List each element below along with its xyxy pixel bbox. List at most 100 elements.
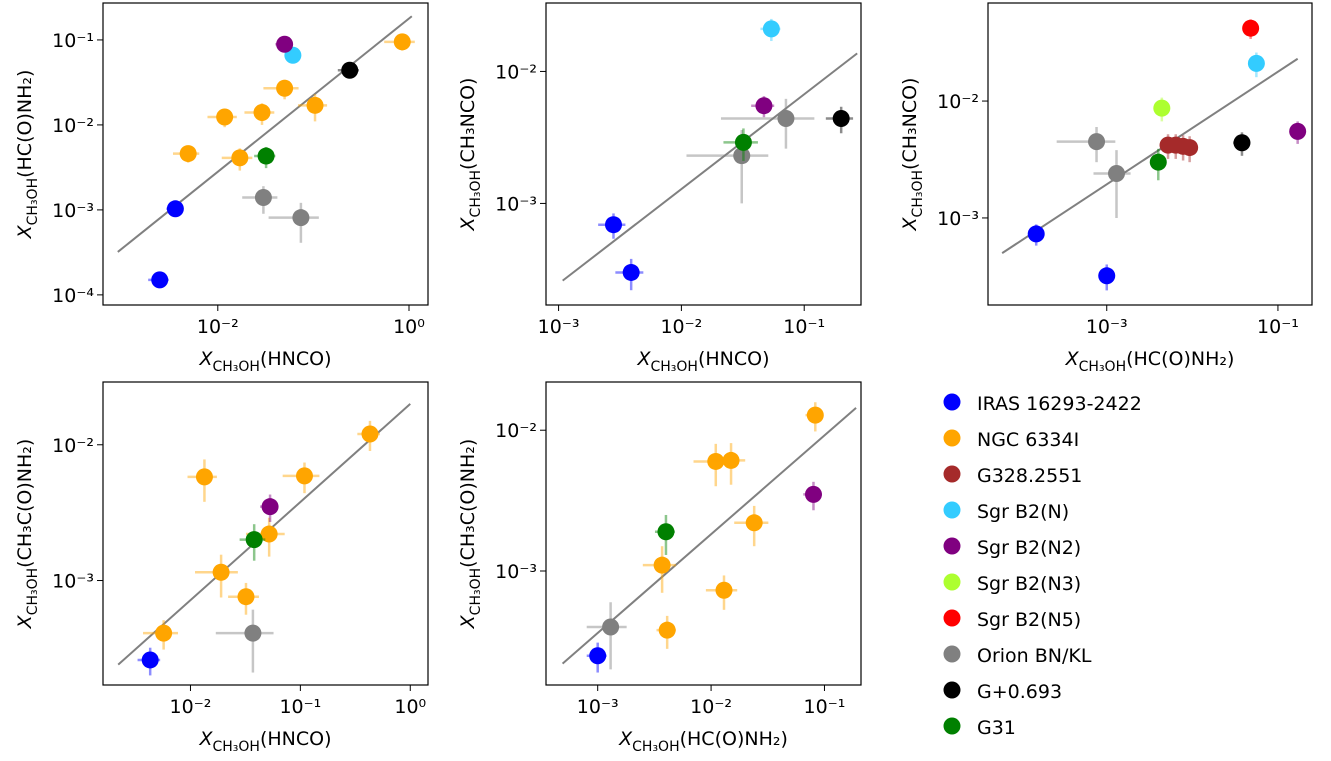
x-tick-label: 10⁻¹ (279, 696, 321, 718)
data-point (806, 406, 824, 424)
data-point (722, 451, 740, 469)
axis-label-subscript: CH₃OH (651, 359, 698, 375)
legend-marker (943, 393, 961, 411)
data-point (276, 35, 294, 53)
y-tick-label: 10⁻² (52, 435, 94, 457)
data-point (1107, 165, 1125, 183)
data-point (733, 147, 751, 165)
axis-label-subscript: CH₃OH (213, 739, 260, 755)
axis-label-species: (HNCO) (698, 348, 770, 370)
y-tick-label: 10⁻² (937, 91, 979, 113)
legend-label: Orion BN/KL (977, 645, 1092, 667)
data-point (604, 216, 622, 234)
data-point (589, 647, 607, 665)
x-tick-label: 10⁻³ (538, 316, 580, 338)
data-point (245, 531, 263, 549)
axis-label: XCH₃OH(HC(O)NH₂) (14, 70, 41, 240)
axis-label-species: (CH₃NCO) (899, 78, 921, 170)
y-tick-label: 10⁻³ (495, 193, 537, 215)
y-tick-label: 10⁻³ (495, 561, 537, 583)
data-point (1098, 267, 1116, 285)
axis-label: XCH₃OH(CH₃C(O)NH₂) (14, 439, 41, 630)
data-point (1149, 153, 1167, 171)
legend-label: G31 (977, 717, 1016, 739)
data-point (734, 133, 752, 151)
legend-marker (943, 645, 961, 663)
data-point (755, 97, 773, 115)
legend-label: Sgr B2(N2) (977, 537, 1081, 559)
data-point (257, 147, 275, 165)
legend-marker (943, 681, 961, 699)
y-tick-label: 10⁻³ (52, 571, 94, 593)
axis-label: XCH₃OH(HNCO) (198, 348, 331, 375)
data-point (658, 621, 676, 639)
fit-line (1001, 57, 1299, 254)
y-tick-label: 10⁻² (495, 61, 537, 83)
legend-label: G328.2551 (977, 465, 1082, 487)
subplot: 10⁻² 10⁰ 10⁻⁴ 10⁻³ 10⁻² 10⁻¹ (52, 2, 429, 338)
legend-marker (943, 429, 961, 447)
data-point (341, 61, 359, 79)
data-point (777, 109, 795, 127)
legend-marker (943, 537, 961, 555)
data-point (657, 523, 675, 541)
axis-label: XCH₃OH(HC(O)NH₂) (1065, 348, 1235, 375)
y-tick-label: 10⁻² (52, 115, 94, 137)
x-tick-label: 10⁻² (197, 316, 239, 338)
legend-label: Sgr B2(N3) (977, 573, 1081, 595)
x-tick-label: 10⁻³ (1086, 316, 1128, 338)
data-point (804, 485, 822, 503)
plot-frame (102, 381, 429, 686)
data-point (212, 563, 230, 581)
data-point (1242, 19, 1260, 37)
y-tick-label: 10⁻¹ (52, 30, 94, 52)
data-point (306, 96, 324, 114)
axis-label-subscript: CH₃OH (25, 178, 41, 225)
axis-label-symbol: X (899, 216, 921, 231)
axis-label-species: (HC(O)NH₂) (14, 70, 36, 178)
data-point (832, 109, 850, 127)
data-point (1247, 54, 1265, 72)
x-tick-label: 10⁻¹ (1257, 316, 1299, 338)
legend-marker (943, 573, 961, 591)
data-point (295, 467, 313, 485)
data-point (361, 425, 379, 443)
x-tick-label: 10⁰ (393, 316, 425, 338)
legend-label: Sgr B2(N5) (977, 609, 1081, 631)
axis-label-species: (HNCO) (260, 348, 332, 370)
axis-label-symbol: X (14, 614, 36, 629)
data-point (292, 209, 310, 227)
data-point (276, 79, 294, 97)
legend-label: IRAS 16293-2422 (977, 393, 1142, 415)
data-point (1153, 99, 1171, 117)
data-point (260, 525, 278, 543)
data-point (231, 149, 249, 167)
data-point (602, 618, 620, 636)
axis-label-symbol: X (198, 348, 213, 370)
data-point (179, 145, 197, 163)
data-point (762, 20, 780, 38)
axis-label-subscript: CH₃OH (468, 568, 484, 615)
fit-line (562, 52, 858, 282)
data-point (261, 498, 279, 516)
plot-frame (545, 381, 862, 686)
data-point (393, 33, 411, 51)
data-point (715, 581, 733, 599)
x-tick-label: 10⁻¹ (783, 316, 825, 338)
subplot: 10⁻³ 10⁻² 10⁻¹ 10⁻³ 10⁻² (495, 2, 862, 338)
axis-label: XCH₃OH(CH₃C(O)NH₂) (457, 439, 484, 630)
x-tick-label: 10⁰ (394, 696, 426, 718)
legend: IRAS 16293-2422 NGC 6334I G328.2551 Sgr B2(… (943, 393, 1142, 739)
axis-label-subscript: CH₃OH (213, 359, 260, 375)
y-tick-label: 10⁻³ (937, 208, 979, 230)
data-point (1027, 225, 1045, 243)
legend-label: NGC 6334I (977, 429, 1079, 451)
axis-label-symbol: X (618, 728, 633, 750)
data-point (244, 624, 262, 642)
y-tick-label: 10⁻³ (52, 200, 94, 222)
data-point (237, 588, 255, 606)
axis-label: XCH₃OH(CH₃NCO) (899, 78, 926, 232)
y-tick-label: 10⁻² (495, 420, 537, 442)
axis-label-subscript: CH₃OH (1079, 359, 1126, 375)
